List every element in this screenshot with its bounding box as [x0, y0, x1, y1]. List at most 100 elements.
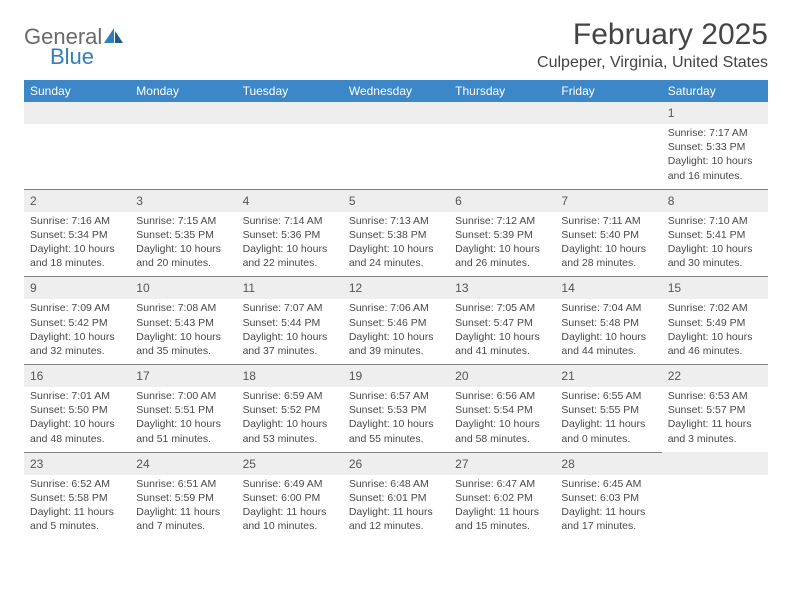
day-body: Sunrise: 7:09 AMSunset: 5:42 PMDaylight:… [24, 299, 130, 364]
day-cell: 21Sunrise: 6:55 AMSunset: 5:55 PMDayligh… [555, 364, 661, 452]
day-cell [237, 102, 343, 189]
sunset-text: Sunset: 5:50 PM [30, 403, 124, 417]
sunrise-text: Sunrise: 7:11 AM [561, 214, 655, 228]
day-number [349, 106, 352, 120]
day-cell: 9Sunrise: 7:09 AMSunset: 5:42 PMDaylight… [24, 276, 130, 364]
logo-sail-icon [103, 26, 125, 49]
logo-text-blue: Blue [50, 44, 94, 70]
day-number: 3 [136, 194, 143, 208]
sunset-text: Sunset: 5:49 PM [668, 316, 762, 330]
sunset-text: Sunset: 5:51 PM [136, 403, 230, 417]
day-body: Sunrise: 7:00 AMSunset: 5:51 PMDaylight:… [130, 387, 236, 452]
sunset-text: Sunset: 5:42 PM [30, 316, 124, 330]
day-body [555, 124, 661, 132]
daylight-text: Daylight: 10 hours and 20 minutes. [136, 242, 230, 270]
day-cell: 2Sunrise: 7:16 AMSunset: 5:34 PMDaylight… [24, 189, 130, 277]
day-number: 23 [30, 457, 43, 471]
day-number-row: 25 [237, 452, 343, 475]
day-number-row: 16 [24, 364, 130, 387]
day-number-row: 13 [449, 276, 555, 299]
day-number-row: 20 [449, 364, 555, 387]
day-number: 17 [136, 369, 149, 383]
day-body: Sunrise: 6:55 AMSunset: 5:55 PMDaylight:… [555, 387, 661, 452]
day-number: 11 [243, 281, 255, 295]
day-number-row: 3 [130, 189, 236, 212]
day-body [130, 124, 236, 132]
sunset-text: Sunset: 5:46 PM [349, 316, 443, 330]
sunset-text: Sunset: 5:38 PM [349, 228, 443, 242]
sunrise-text: Sunrise: 6:53 AM [668, 389, 762, 403]
day-body: Sunrise: 7:10 AMSunset: 5:41 PMDaylight:… [662, 212, 768, 277]
day-cell [662, 452, 768, 540]
location: Culpeper, Virginia, United States [537, 54, 768, 72]
day-cell: 5Sunrise: 7:13 AMSunset: 5:38 PMDaylight… [343, 189, 449, 277]
sunset-text: Sunset: 5:52 PM [243, 403, 337, 417]
sunrise-text: Sunrise: 6:45 AM [561, 477, 655, 491]
day-number: 28 [561, 457, 574, 471]
day-cell: 20Sunrise: 6:56 AMSunset: 5:54 PMDayligh… [449, 364, 555, 452]
day-body: Sunrise: 6:47 AMSunset: 6:02 PMDaylight:… [449, 475, 555, 540]
weekday-header: Monday [130, 80, 236, 102]
sunrise-text: Sunrise: 7:15 AM [136, 214, 230, 228]
day-number [243, 106, 246, 120]
day-cell: 18Sunrise: 6:59 AMSunset: 5:52 PMDayligh… [237, 364, 343, 452]
day-number: 15 [668, 281, 681, 295]
sunrise-text: Sunrise: 6:51 AM [136, 477, 230, 491]
sunrise-text: Sunrise: 7:06 AM [349, 301, 443, 315]
day-cell: 12Sunrise: 7:06 AMSunset: 5:46 PMDayligh… [343, 276, 449, 364]
sunrise-text: Sunrise: 7:13 AM [349, 214, 443, 228]
day-number: 16 [30, 369, 43, 383]
day-cell: 15Sunrise: 7:02 AMSunset: 5:49 PMDayligh… [662, 276, 768, 364]
sunset-text: Sunset: 5:58 PM [30, 491, 124, 505]
calendar-week: 16Sunrise: 7:01 AMSunset: 5:50 PMDayligh… [24, 364, 768, 452]
day-body: Sunrise: 6:45 AMSunset: 6:03 PMDaylight:… [555, 475, 661, 540]
day-number-row: 21 [555, 364, 661, 387]
weekday-header: Saturday [662, 80, 768, 102]
day-number-row [662, 452, 768, 475]
daylight-text: Daylight: 10 hours and 44 minutes. [561, 330, 655, 358]
daylight-text: Daylight: 11 hours and 5 minutes. [30, 505, 124, 533]
sunrise-text: Sunrise: 6:48 AM [349, 477, 443, 491]
daylight-text: Daylight: 11 hours and 3 minutes. [668, 417, 762, 445]
sunrise-text: Sunrise: 6:59 AM [243, 389, 337, 403]
calendar-week: 9Sunrise: 7:09 AMSunset: 5:42 PMDaylight… [24, 276, 768, 364]
day-cell: 11Sunrise: 7:07 AMSunset: 5:44 PMDayligh… [237, 276, 343, 364]
day-cell: 23Sunrise: 6:52 AMSunset: 5:58 PMDayligh… [24, 452, 130, 540]
day-cell: 14Sunrise: 7:04 AMSunset: 5:48 PMDayligh… [555, 276, 661, 364]
weekday-header: Tuesday [237, 80, 343, 102]
day-body: Sunrise: 7:14 AMSunset: 5:36 PMDaylight:… [237, 212, 343, 277]
daylight-text: Daylight: 11 hours and 0 minutes. [561, 417, 655, 445]
day-number-row [237, 102, 343, 124]
day-number [668, 457, 671, 471]
day-number-row: 26 [343, 452, 449, 475]
sunrise-text: Sunrise: 7:02 AM [668, 301, 762, 315]
day-number-row: 1 [662, 102, 768, 124]
daylight-text: Daylight: 11 hours and 12 minutes. [349, 505, 443, 533]
day-cell: 10Sunrise: 7:08 AMSunset: 5:43 PMDayligh… [130, 276, 236, 364]
month-title: February 2025 [537, 18, 768, 52]
day-body: Sunrise: 7:04 AMSunset: 5:48 PMDaylight:… [555, 299, 661, 364]
day-cell [343, 102, 449, 189]
weekday-header-row: Sunday Monday Tuesday Wednesday Thursday… [24, 80, 768, 102]
day-number: 4 [243, 194, 250, 208]
sunset-text: Sunset: 5:48 PM [561, 316, 655, 330]
daylight-text: Daylight: 10 hours and 53 minutes. [243, 417, 337, 445]
day-number: 19 [349, 369, 362, 383]
day-cell: 3Sunrise: 7:15 AMSunset: 5:35 PMDaylight… [130, 189, 236, 277]
sunrise-text: Sunrise: 7:16 AM [30, 214, 124, 228]
calendar-week: 1Sunrise: 7:17 AMSunset: 5:33 PMDaylight… [24, 102, 768, 189]
day-number: 5 [349, 194, 356, 208]
day-cell: 8Sunrise: 7:10 AMSunset: 5:41 PMDaylight… [662, 189, 768, 277]
day-body: Sunrise: 7:12 AMSunset: 5:39 PMDaylight:… [449, 212, 555, 277]
day-body: Sunrise: 7:08 AMSunset: 5:43 PMDaylight:… [130, 299, 236, 364]
sunrise-text: Sunrise: 7:04 AM [561, 301, 655, 315]
weekday-header: Wednesday [343, 80, 449, 102]
day-cell: 22Sunrise: 6:53 AMSunset: 5:57 PMDayligh… [662, 364, 768, 452]
day-number-row: 24 [130, 452, 236, 475]
day-number-row: 6 [449, 189, 555, 212]
daylight-text: Daylight: 10 hours and 30 minutes. [668, 242, 762, 270]
day-body [24, 124, 130, 132]
daylight-text: Daylight: 10 hours and 32 minutes. [30, 330, 124, 358]
logo: General Blue [24, 18, 125, 70]
day-number-row: 15 [662, 276, 768, 299]
